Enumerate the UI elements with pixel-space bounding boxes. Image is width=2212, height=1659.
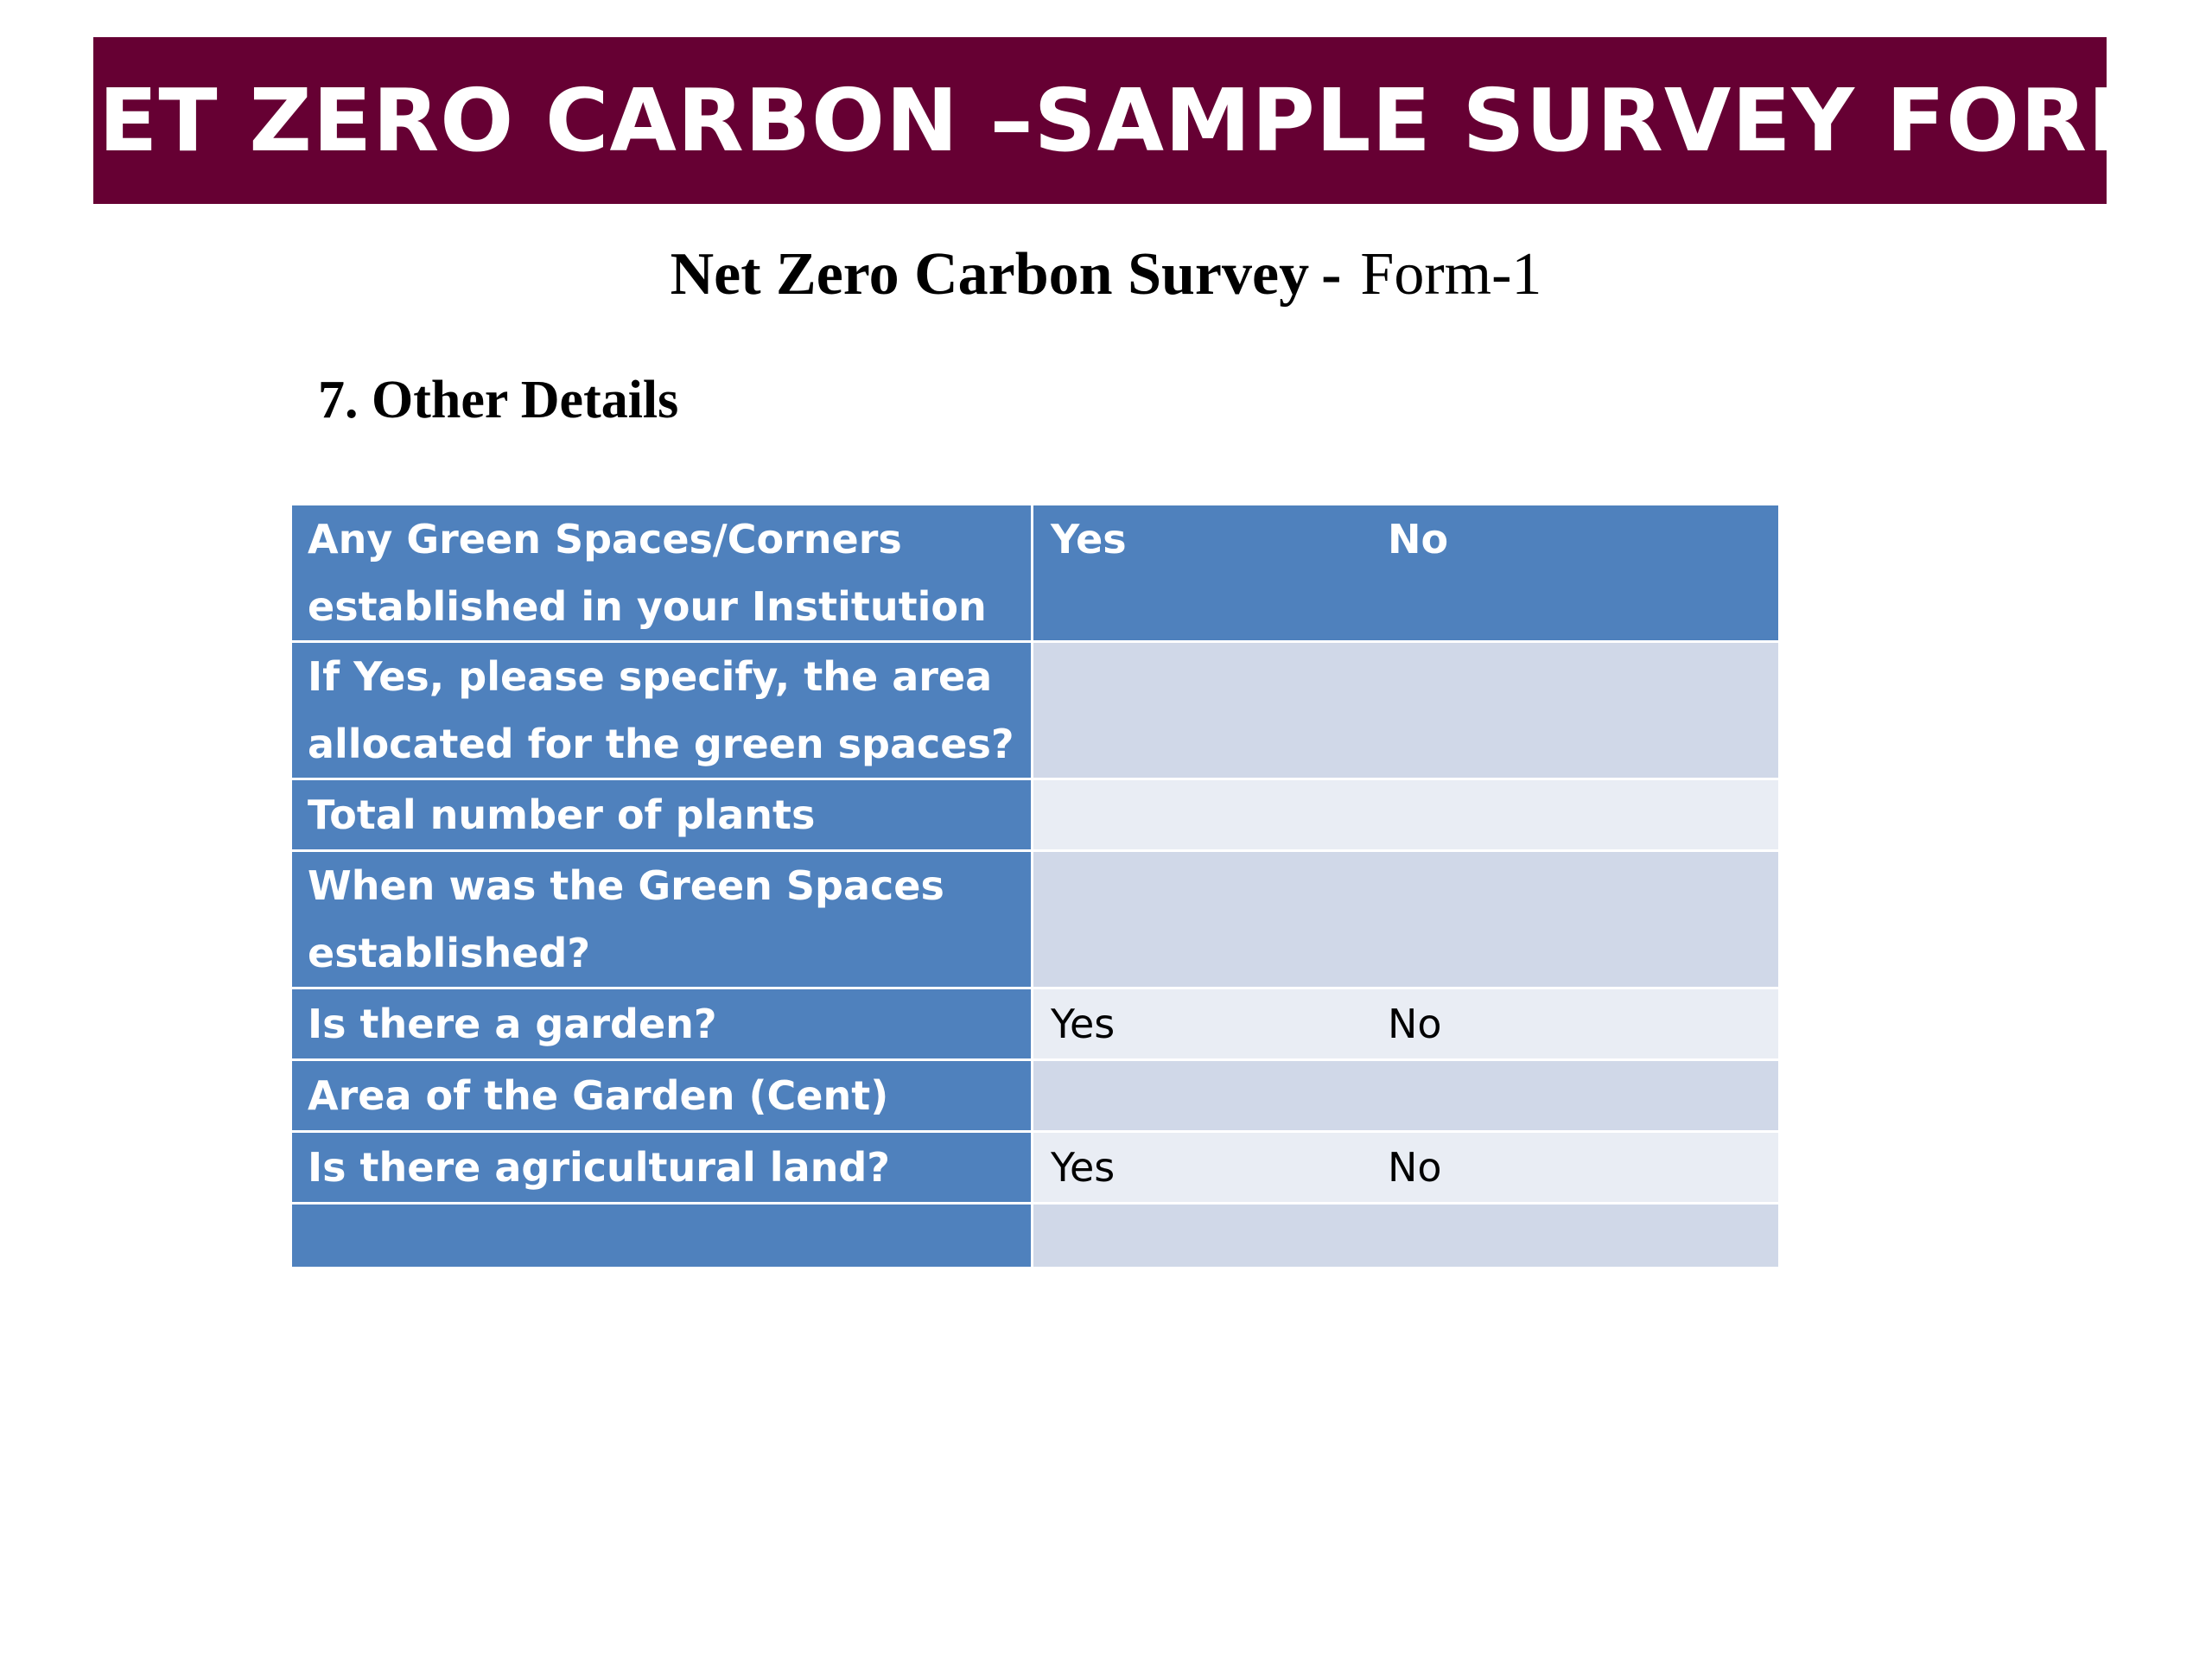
title-banner: NET ZERO CARBON –SAMPLE SURVEY FORM bbox=[25, 37, 2174, 204]
section-heading: 7. Other Details bbox=[318, 371, 679, 429]
option-no[interactable]: No bbox=[1388, 1001, 1442, 1047]
subtitle-separator: - bbox=[1321, 241, 1342, 308]
question-cell bbox=[292, 1205, 1033, 1267]
option-yes[interactable]: Yes bbox=[1051, 1144, 1116, 1191]
question-cell: Is there a garden? bbox=[292, 989, 1033, 1058]
question-cell: If Yes, please specify, the area allocat… bbox=[292, 643, 1033, 778]
answer-cell: Yes No bbox=[1033, 1133, 1778, 1202]
option-yes[interactable]: Yes bbox=[1051, 1001, 1116, 1047]
answer-cell[interactable] bbox=[1033, 1205, 1778, 1267]
form-subtitle: Net Zero Carbon Survey - Form-1 bbox=[0, 240, 2212, 309]
answer-cell[interactable] bbox=[1033, 852, 1778, 987]
table-row: Total number of plants bbox=[292, 780, 1778, 849]
answer-cell[interactable] bbox=[1033, 1061, 1778, 1130]
option-no[interactable]: No bbox=[1388, 1144, 1442, 1191]
answer-cell: Yes No bbox=[1033, 505, 1778, 640]
answer-cell: Yes No bbox=[1033, 989, 1778, 1058]
option-yes[interactable]: Yes bbox=[1051, 516, 1127, 563]
question-cell: Area of the Garden (Cent) bbox=[292, 1061, 1033, 1130]
table-row: Area of the Garden (Cent) bbox=[292, 1061, 1778, 1130]
table-row: Is there agricultural land? Yes No bbox=[292, 1133, 1778, 1202]
subtitle-form-number: Form-1 bbox=[1360, 241, 1542, 308]
answer-cell[interactable] bbox=[1033, 780, 1778, 849]
table-row bbox=[292, 1205, 1778, 1267]
table-row: Any Green Spaces/Corners established in … bbox=[292, 505, 1778, 640]
option-no[interactable]: No bbox=[1388, 516, 1449, 563]
question-cell: When was the Green Spaces established? bbox=[292, 852, 1033, 987]
subtitle-survey-name: Net Zero Carbon Survey bbox=[670, 241, 1310, 308]
banner-title: NET ZERO CARBON –SAMPLE SURVEY FORM bbox=[25, 70, 2175, 171]
table-row: Is there a garden? Yes No bbox=[292, 989, 1778, 1058]
question-cell: Any Green Spaces/Corners established in … bbox=[292, 505, 1033, 640]
survey-table: Any Green Spaces/Corners established in … bbox=[292, 503, 1778, 1269]
question-cell: Is there agricultural land? bbox=[292, 1133, 1033, 1202]
table-row: If Yes, please specify, the area allocat… bbox=[292, 643, 1778, 778]
answer-cell[interactable] bbox=[1033, 643, 1778, 778]
question-cell: Total number of plants bbox=[292, 780, 1033, 849]
table-row: When was the Green Spaces established? bbox=[292, 852, 1778, 987]
